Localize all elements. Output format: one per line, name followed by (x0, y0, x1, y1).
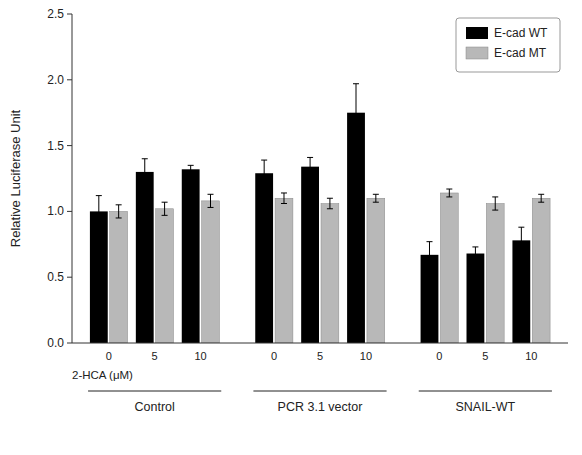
y-tick-label: 2.0 (47, 73, 64, 87)
legend: E-cad WT E-cad MT (456, 18, 560, 72)
group-line (253, 391, 386, 392)
y-axis-label: Relative Luciferase Unit (8, 109, 23, 247)
group-label: PCR 3.1 vector (278, 400, 363, 414)
bar (486, 204, 504, 343)
group-line (88, 391, 221, 392)
legend-label: E-cad MT (494, 46, 547, 60)
x-axis (72, 343, 568, 344)
y-tick (67, 14, 72, 15)
chart: 0.0 0.5 1.0 1.5 2.0 2.5 Relative Luciferase Un… (0, 0, 582, 455)
bar (367, 198, 385, 343)
bar (347, 113, 365, 343)
x-tick-label: 10 (194, 350, 206, 362)
bar (202, 201, 220, 343)
legend-label: E-cad WT (494, 26, 548, 40)
bar (156, 209, 174, 343)
error-bar (446, 189, 452, 197)
legend-swatch (466, 27, 488, 39)
bar (182, 169, 200, 343)
x-tick-label: 0 (271, 350, 277, 362)
bar (467, 254, 485, 343)
error-bar (188, 165, 194, 173)
y-tick (67, 277, 72, 278)
x-tick-label: 5 (152, 350, 158, 362)
y-axis (72, 14, 73, 343)
error-bar (426, 242, 432, 268)
y-tick (67, 211, 72, 212)
group-line (419, 391, 552, 392)
error-bar (307, 157, 313, 175)
y-tick (67, 79, 72, 80)
bar (110, 211, 128, 343)
error-bar (142, 159, 148, 185)
x-tick-label: 10 (360, 350, 372, 362)
y-tick-label: 0.0 (47, 336, 64, 350)
x-tick-label: 5 (317, 350, 323, 362)
bar (532, 198, 550, 343)
group-label: SNAIL-WT (455, 400, 515, 414)
bars (90, 84, 550, 343)
y-tick-label: 2.5 (47, 7, 64, 21)
error-bar (353, 84, 359, 142)
error-bar (327, 198, 333, 209)
bar (512, 240, 530, 343)
error-bar (116, 205, 122, 218)
y-tick-label: 0.5 (47, 270, 64, 284)
error-bar (373, 194, 379, 202)
legend-swatch (466, 47, 488, 59)
bar (440, 193, 458, 343)
x-tick-label: 10 (525, 350, 537, 362)
error-bar (472, 247, 478, 260)
bar (255, 173, 273, 343)
bar (90, 211, 108, 343)
bar (301, 167, 319, 343)
x-tick-label: 0 (436, 350, 442, 362)
x-tick-label: 0 (106, 350, 112, 362)
x-tick-label: 5 (482, 350, 488, 362)
y-tick-label: 1.0 (47, 204, 64, 218)
error-bar (261, 160, 267, 186)
y-tick (67, 343, 72, 344)
error-bar (518, 227, 524, 253)
group-label: Control (135, 400, 175, 414)
legend-box (456, 18, 560, 72)
y-tick (67, 145, 72, 146)
y-tick-label: 1.5 (47, 139, 64, 153)
error-bar (281, 193, 287, 204)
error-bar (492, 197, 498, 210)
bar (136, 172, 154, 343)
error-bar (538, 194, 544, 202)
error-bar (96, 196, 102, 228)
x-axis-label: 2-HCA (μM) (72, 369, 133, 381)
error-bar (208, 194, 214, 207)
bar (421, 255, 439, 343)
error-bar (162, 202, 168, 215)
bar (275, 198, 293, 343)
bar (321, 204, 339, 343)
